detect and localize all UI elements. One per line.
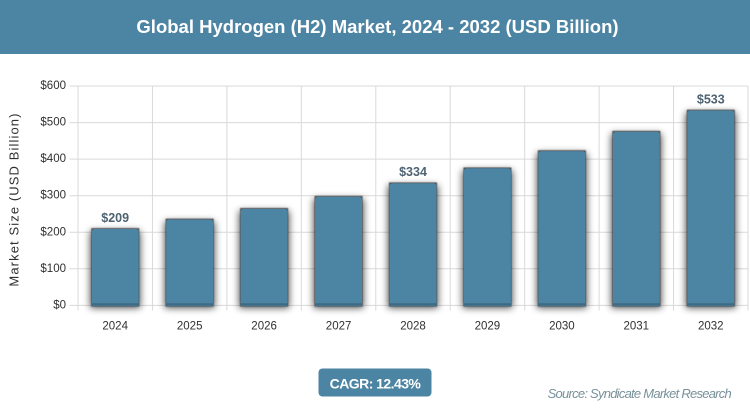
svg-text:2032: 2032	[698, 321, 724, 333]
svg-text:2024: 2024	[102, 321, 128, 333]
svg-text:CAGR: 12.43%: CAGR: 12.43%	[330, 376, 422, 392]
svg-text:$0: $0	[53, 299, 66, 311]
svg-text:Global Hydrogen (H2) Market, 2: Global Hydrogen (H2) Market, 2024 - 2032…	[136, 16, 618, 37]
svg-text:2026: 2026	[251, 321, 277, 333]
svg-text:2027: 2027	[326, 321, 352, 333]
svg-text:$533: $533	[697, 92, 725, 106]
svg-text:Source: Syndicate Market Resea: Source: Syndicate Market Research	[548, 386, 732, 401]
svg-text:2031: 2031	[624, 321, 650, 333]
svg-text:$500: $500	[40, 117, 66, 129]
svg-text:2030: 2030	[549, 321, 575, 333]
svg-text:Market Size (USD Billion): Market Size (USD Billion)	[7, 112, 22, 286]
svg-text:$200: $200	[40, 226, 66, 238]
svg-text:2028: 2028	[400, 321, 426, 333]
svg-text:$100: $100	[40, 263, 66, 275]
svg-text:$300: $300	[40, 190, 66, 202]
svg-text:2025: 2025	[177, 321, 203, 333]
svg-text:$209: $209	[101, 211, 129, 225]
svg-text:2029: 2029	[475, 321, 501, 333]
svg-text:$334: $334	[399, 165, 427, 179]
svg-text:$600: $600	[40, 80, 66, 92]
svg-text:$400: $400	[40, 153, 66, 165]
